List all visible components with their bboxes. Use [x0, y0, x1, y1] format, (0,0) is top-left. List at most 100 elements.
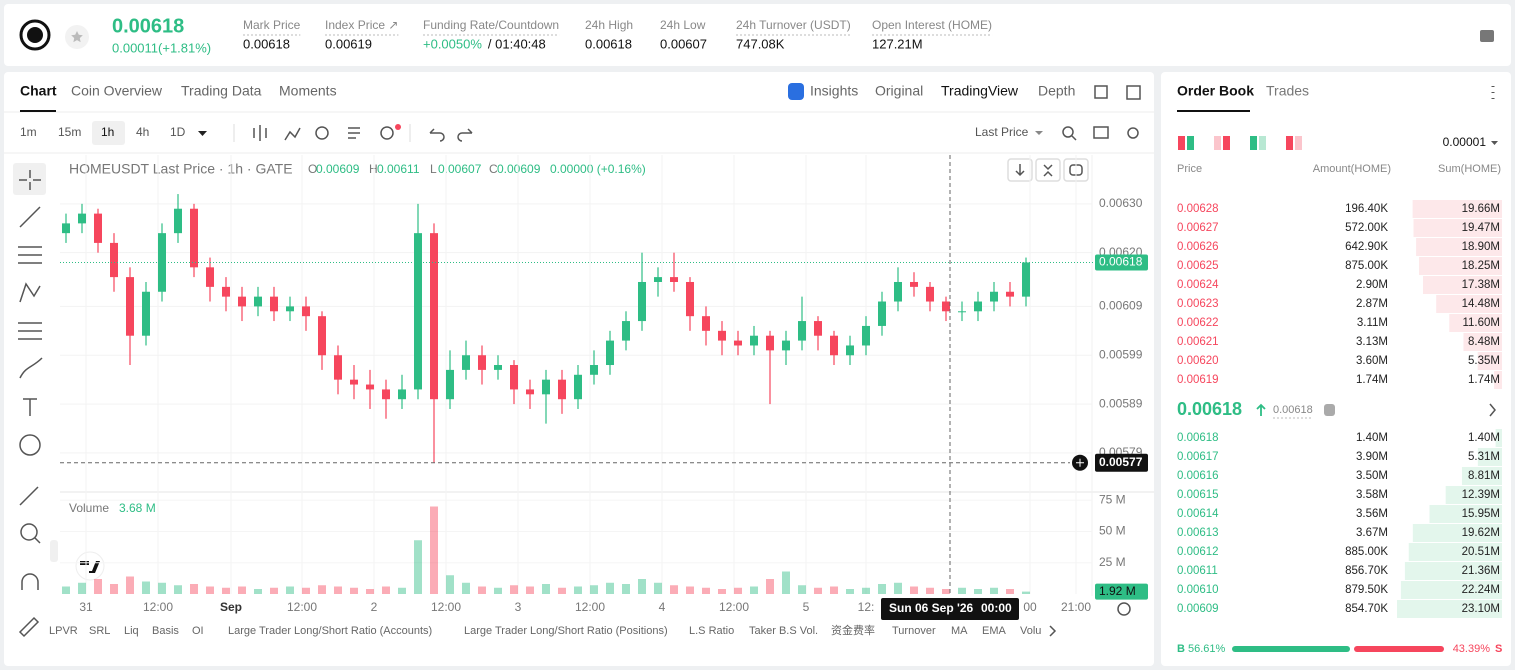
volume-bar [974, 589, 982, 594]
candle-body [350, 379, 358, 385]
crosshair-hour: 00:00 [981, 601, 1012, 615]
next[interactable] [1489, 403, 1496, 417]
settings[interactable] [1117, 602, 1131, 616]
ob-price[interactable]: 0.00612 [1177, 546, 1219, 558]
ob-price[interactable]: 0.00615 [1177, 489, 1219, 501]
tab[interactable]: Coin Overview [71, 83, 163, 99]
candle-body [110, 242, 118, 278]
caret[interactable] [198, 131, 207, 136]
price-source[interactable]: Last Price [975, 125, 1029, 139]
volume-bar [910, 586, 918, 594]
indicator[interactable]: MA [951, 625, 968, 637]
candle-body [78, 213, 86, 224]
ob-price[interactable]: 0.00626 [1177, 241, 1219, 253]
ob-sum: 8.81M [1468, 470, 1500, 482]
ob-tab[interactable]: Order Book [1177, 83, 1254, 99]
doc-icon[interactable] [1480, 30, 1494, 42]
candle-body [302, 306, 310, 317]
indicator[interactable]: EMA [982, 625, 1007, 637]
depth-bar [1416, 238, 1502, 256]
y-tick-label: 0.00630 [1099, 196, 1143, 210]
indicator[interactable]: L.S Ratio [689, 625, 734, 637]
view-tab[interactable]: Original [875, 83, 923, 99]
ob-amount: 3.60M [1356, 355, 1388, 367]
tab[interactable]: Chart [20, 83, 57, 99]
interval[interactable]: 1m [20, 125, 37, 139]
ob-price[interactable]: 0.00620 [1177, 355, 1219, 367]
ob-price[interactable]: 0.00613 [1177, 527, 1219, 539]
ob-price[interactable]: 0.00621 [1177, 336, 1219, 348]
indicator[interactable]: SRL [89, 625, 110, 637]
ob-price[interactable]: 0.00619 [1177, 374, 1219, 386]
ob-sum: 18.25M [1462, 260, 1500, 272]
ob-price[interactable]: 0.00622 [1177, 317, 1219, 329]
volume-bar [798, 585, 806, 594]
tab[interactable]: Moments [279, 83, 337, 99]
legend-key: O [308, 162, 317, 176]
volume-value: 3.68 M [119, 501, 156, 515]
candle-body [862, 325, 870, 346]
indicator[interactable]: Basis [152, 625, 179, 637]
indicator[interactable]: Taker B.S Vol. [749, 625, 818, 637]
tv-logo-bg [75, 551, 105, 581]
expand-icon[interactable] [1094, 85, 1108, 99]
window-icon[interactable] [1126, 85, 1141, 100]
layout-icons[interactable] [1178, 136, 1302, 150]
x-tick-label: 12:00 [719, 600, 749, 614]
depth-bar [1400, 581, 1502, 599]
last-price: 0.00618 [112, 15, 184, 37]
ob-price[interactable]: 0.00628 [1177, 203, 1219, 215]
stat-label: Funding Rate/Countdown [423, 18, 559, 32]
candle-body [974, 301, 982, 312]
ob-tab[interactable]: Trades [1266, 83, 1309, 99]
tab[interactable]: Trading Data [181, 83, 262, 99]
indicator[interactable]: 资金费率 [831, 623, 875, 637]
indicator[interactable]: OI [192, 625, 204, 637]
ob-amount: 3.50M [1356, 470, 1388, 482]
depth-bar [1419, 257, 1502, 275]
precision[interactable]: 0.00001 [1443, 135, 1487, 149]
indicator[interactable]: Large Trader Long/Short Ratio (Accounts) [228, 625, 432, 637]
crosshair-price-label: 0.00577 [1099, 455, 1143, 469]
caret[interactable] [1491, 141, 1498, 145]
interval[interactable]: 1h [101, 125, 114, 139]
ob-price[interactable]: 0.00618 [1177, 432, 1219, 444]
volume-bar [638, 579, 646, 594]
candle-body [494, 365, 502, 370]
ob-price[interactable]: 0.00614 [1177, 508, 1219, 520]
indicator[interactable]: Volu [1020, 625, 1041, 637]
indicator[interactable]: Liq [124, 625, 139, 637]
indicator[interactable]: Turnover [892, 625, 936, 637]
interval[interactable]: 1D [170, 125, 186, 139]
ob-price[interactable]: 0.00610 [1177, 584, 1219, 596]
interval[interactable]: 15m [58, 125, 81, 139]
collapse[interactable] [50, 540, 58, 562]
view-tab[interactable]: Insights [810, 83, 858, 99]
ob-price[interactable]: 0.00624 [1177, 279, 1219, 291]
volume-bar [510, 585, 518, 594]
ob-price[interactable]: 0.00627 [1177, 222, 1219, 234]
stat-value: 747.08K [736, 36, 785, 51]
ob-price[interactable]: 0.00623 [1177, 298, 1219, 310]
indicator[interactable]: Large Trader Long/Short Ratio (Positions… [464, 625, 668, 637]
ob-price[interactable]: 0.00617 [1177, 451, 1219, 463]
volume-bar [414, 540, 422, 594]
interval[interactable]: 4h [136, 125, 149, 139]
candle-body [190, 208, 198, 268]
indicator[interactable]: LPVR [49, 625, 78, 637]
ob-price[interactable]: 0.00625 [1177, 260, 1219, 272]
candle-body [558, 379, 566, 400]
view-tab[interactable]: TradingView [941, 83, 1019, 99]
candle-body [1006, 291, 1014, 297]
toolbar-icons[interactable] [253, 125, 1139, 142]
more-arrow[interactable] [1049, 625, 1057, 637]
candle-body [782, 340, 790, 351]
view-tab[interactable]: Depth [1038, 83, 1075, 99]
caret[interactable] [1035, 131, 1043, 135]
ob-price[interactable]: 0.00609 [1177, 603, 1219, 615]
drawing-tools[interactable] [13, 163, 46, 638]
volume-bar [622, 584, 630, 594]
ob-amount: 2.90M [1356, 279, 1388, 291]
ob-price[interactable]: 0.00616 [1177, 470, 1219, 482]
ob-price[interactable]: 0.00611 [1177, 565, 1218, 577]
